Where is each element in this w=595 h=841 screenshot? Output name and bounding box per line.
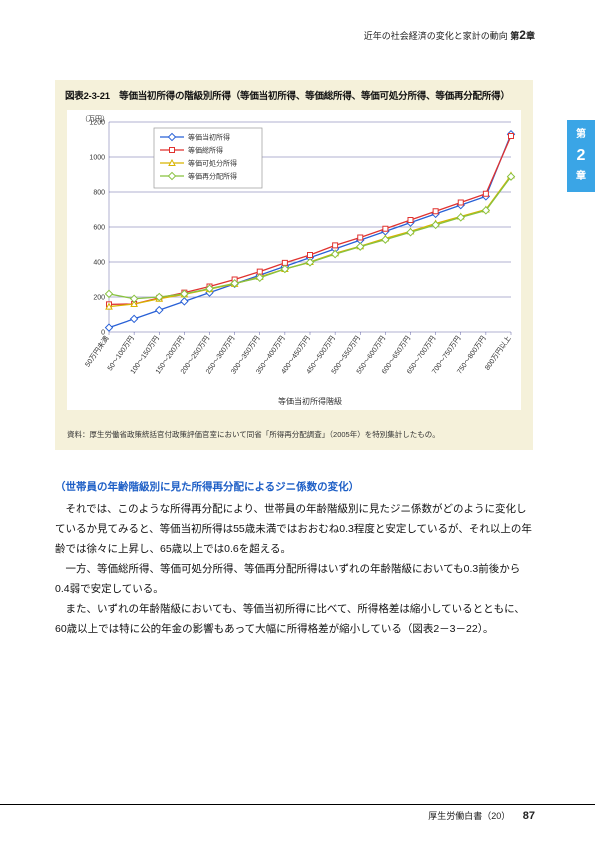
side-tab-line3: 章	[576, 169, 586, 185]
chart-svg: （万円）02004006008001000120050万円未満50～100万円1…	[67, 110, 521, 410]
running-head: 近年の社会経済の変化と家計の動向 第2章	[364, 28, 535, 42]
svg-text:等価総所得: 等価総所得	[188, 146, 223, 155]
svg-text:200: 200	[93, 295, 105, 302]
chart-footnote: 資料：厚生労働省政策統括官付政策評価官室において同省「所得再分配調査」（2005…	[67, 429, 440, 440]
chapter-label-prefix: 第	[510, 31, 519, 41]
chart-panel: 図表2-3-21 等価当初所得の階級別所得（等価当初所得、等価総所得、等価可処分…	[55, 80, 533, 450]
paragraph-3: また、いずれの年齢階級においても、等価当初所得に比べて、所得格差は縮小していると…	[55, 600, 533, 640]
svg-text:等価再分配所得: 等価再分配所得	[188, 172, 237, 181]
chapter-number: 2	[519, 28, 526, 42]
paragraph-1: それでは、このような所得再分配により、世帯員の年齢階級別に見たジニ係数がどのよう…	[55, 500, 533, 560]
svg-text:50万円未満: 50万円未満	[83, 334, 111, 368]
subhead: （世帯員の年齢階級別に見た所得再分配によるジニ係数の変化）	[55, 478, 533, 498]
side-tab-line1: 第	[576, 127, 586, 143]
running-head-text: 近年の社会経済の変化と家計の動向	[364, 31, 508, 41]
svg-text:400: 400	[93, 260, 105, 267]
paragraph-2: 一方、等価総所得、等価可処分所得、等価再分配所得はいずれの年齢階級においても0.…	[55, 560, 533, 600]
svg-text:等価当初所得: 等価当初所得	[188, 133, 230, 142]
page-footer: 厚生労働白書（20） 87	[0, 804, 595, 805]
svg-text:等価可処分所得: 等価可処分所得	[188, 159, 237, 168]
side-tab-num: 2	[577, 143, 586, 169]
svg-text:800: 800	[93, 190, 105, 197]
chart-plot-area: （万円）02004006008001000120050万円未満50～100万円1…	[67, 110, 521, 410]
page-number: 87	[523, 810, 535, 822]
svg-text:600: 600	[93, 225, 105, 232]
side-tab-chapter: 第 2 章	[567, 120, 595, 192]
svg-text:1200: 1200	[89, 120, 105, 127]
body-text-block: （世帯員の年齢階級別に見た所得再分配によるジニ係数の変化） それでは、このような…	[55, 478, 533, 640]
svg-text:1000: 1000	[89, 155, 105, 162]
svg-text:50～100万円: 50～100万円	[106, 335, 136, 373]
chart-title: 図表2-3-21 等価当初所得の階級別所得（等価当初所得、等価総所得、等価可処分…	[55, 80, 533, 104]
doc-title: 厚生労働白書（20）	[428, 811, 510, 821]
svg-text:等価当初所得階級: 等価当初所得階級	[278, 396, 342, 406]
chapter-label-suffix: 章	[526, 31, 535, 41]
